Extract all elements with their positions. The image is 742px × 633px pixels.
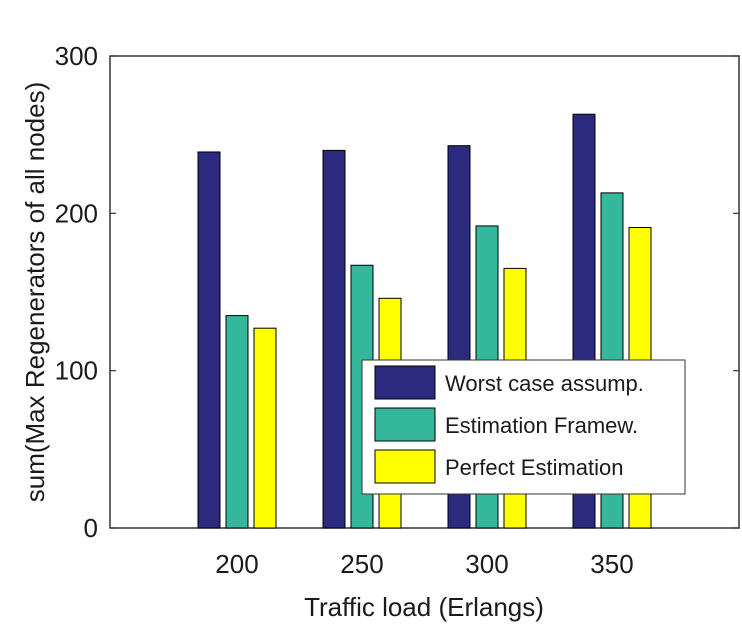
legend: Worst case assump. Estimation Framew. Perf… [361, 359, 686, 495]
legend-label: Perfect Estimation [445, 455, 624, 480]
x-axis: 200 250 300 350 [215, 522, 634, 579]
x-tick-label: 250 [340, 549, 383, 579]
legend-label: Estimation Framew. [445, 413, 638, 438]
bar-1-250 [322, 149, 346, 529]
x-tick-label: 200 [215, 549, 258, 579]
legend-label: Worst case assump. [445, 371, 644, 396]
y-tick-label: 100 [55, 356, 98, 386]
bar-3-200 [253, 327, 277, 529]
y-tick-label: 0 [84, 513, 98, 543]
x-tick-label: 350 [590, 549, 633, 579]
y-tick-label: 200 [55, 198, 98, 228]
y-axis: 0 100 200 300 [55, 41, 739, 543]
bar-2-200 [225, 315, 249, 529]
legend-swatch [374, 365, 436, 400]
y-tick-label: 300 [55, 41, 98, 71]
x-tick-label: 300 [465, 549, 508, 579]
legend-swatch [374, 449, 436, 484]
y-axis-label: sum(Max Regenerators of all nodes) [20, 82, 50, 503]
bar-1-200 [197, 151, 221, 529]
legend-swatch [374, 407, 436, 442]
x-axis-label: Traffic load (Erlangs) [304, 592, 544, 622]
legend-items: Worst case assump. Estimation Framew. Perf… [374, 365, 644, 484]
